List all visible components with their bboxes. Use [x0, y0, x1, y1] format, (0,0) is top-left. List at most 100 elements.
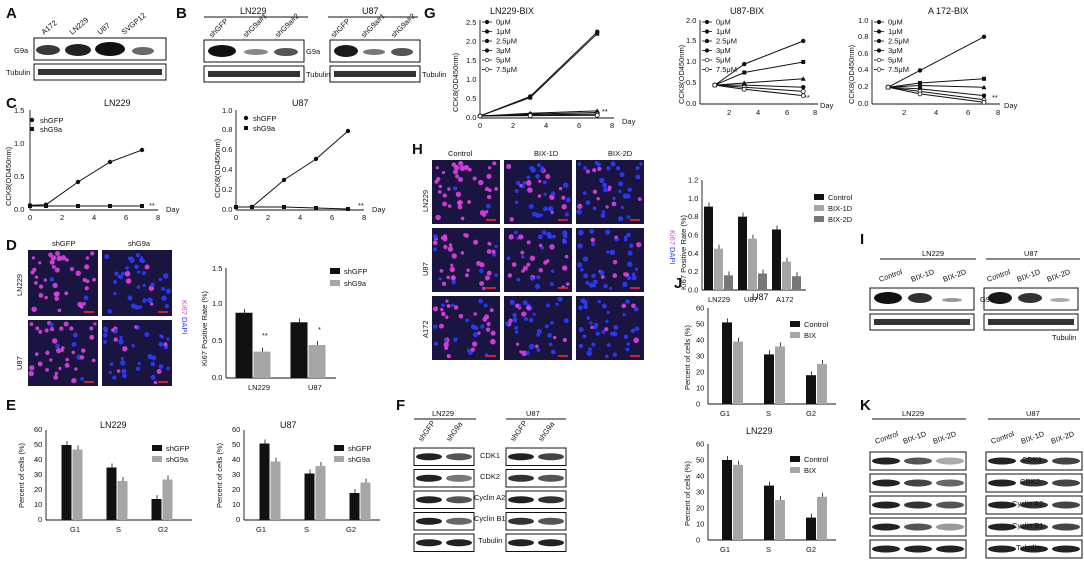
- nucleus: [485, 203, 491, 209]
- nucleus: [104, 254, 110, 260]
- nucleus: [614, 235, 618, 239]
- bar: [360, 482, 371, 520]
- legend-marker: [484, 67, 490, 72]
- legend-label: BIX-1D: [828, 204, 853, 213]
- panel-label-c: C: [6, 95, 17, 112]
- nucleus: [149, 302, 154, 306]
- x-tick: U87: [744, 295, 758, 304]
- bar: [775, 346, 785, 404]
- y-ticks: 0 10 20 30 40 50 60: [696, 304, 704, 409]
- nucleus: [490, 330, 496, 336]
- nucleus: [29, 365, 35, 371]
- legend-marker: [876, 19, 882, 25]
- legend-swatch: [790, 321, 800, 327]
- data-point: [800, 93, 806, 98]
- nucleus: [494, 273, 498, 277]
- nucleus: [639, 162, 643, 166]
- y-tick: 0.0: [222, 205, 232, 214]
- nucleus: [442, 193, 447, 198]
- nucleus: [589, 228, 595, 234]
- nucleus: [605, 229, 611, 235]
- nucleus: [466, 268, 470, 272]
- nucleus: [465, 318, 469, 323]
- lane-label: BIX-1D: [1016, 267, 1042, 284]
- nucleus: [478, 179, 484, 186]
- nucleus: [109, 362, 114, 367]
- nucleus: [102, 326, 108, 332]
- nucleus: [89, 326, 94, 331]
- nucleus: [445, 315, 449, 319]
- nucleus: [159, 334, 163, 338]
- nucleus: [608, 286, 613, 290]
- bar: [758, 273, 767, 290]
- y-tick: 1.5: [466, 56, 476, 65]
- nucleus: [600, 275, 605, 279]
- nucleus: [538, 267, 543, 273]
- x-axis-label: Day: [1004, 101, 1018, 110]
- panel-label-k: K: [860, 397, 871, 414]
- nucleus: [537, 194, 542, 198]
- legend-marker: [876, 38, 882, 44]
- x-tick: LN229: [708, 295, 730, 304]
- nucleus: [38, 329, 43, 334]
- nucleus: [447, 187, 451, 191]
- blot-band: [1052, 479, 1080, 487]
- nucleus: [577, 243, 583, 249]
- nucleus: [438, 323, 444, 329]
- nucleus: [486, 249, 492, 254]
- lane-label: BIX-1D: [1020, 429, 1046, 446]
- x-tick: G2: [158, 525, 168, 534]
- nucleus: [550, 210, 554, 214]
- nucleus: [125, 265, 129, 270]
- x-axis-label: Day: [820, 101, 834, 110]
- nucleus: [139, 258, 144, 263]
- nucleus: [446, 275, 450, 280]
- bar: [806, 375, 816, 404]
- nucleus: [487, 241, 491, 246]
- nucleus: [470, 324, 476, 330]
- nucleus: [601, 303, 607, 309]
- nucleus: [457, 204, 463, 210]
- nucleus: [547, 205, 554, 212]
- nucleus: [482, 286, 486, 291]
- panel-label-j: J: [674, 275, 682, 292]
- blot-band: [942, 298, 962, 302]
- legend-label: shG9a: [166, 455, 189, 464]
- y-tick: 1.0: [466, 75, 476, 84]
- ki67-dapi-label: Ki67 DAPI: [180, 300, 189, 335]
- significance-mark: *: [318, 325, 321, 334]
- nucleus: [490, 338, 496, 345]
- nucleus: [557, 296, 563, 302]
- y-tick: 20: [232, 485, 240, 494]
- bar: [782, 261, 791, 290]
- nucleus: [150, 282, 155, 287]
- nucleus: [38, 261, 42, 265]
- nucleus: [130, 303, 136, 309]
- lane-label: SVGP12: [120, 11, 148, 37]
- nucleus: [514, 189, 519, 193]
- group-title: LN229: [432, 409, 454, 418]
- nucleus: [513, 230, 518, 235]
- nucleus: [627, 261, 633, 267]
- nucleus: [577, 162, 582, 166]
- data-point: [108, 204, 112, 208]
- x-tick: G2: [806, 545, 816, 554]
- nucleus: [54, 343, 61, 349]
- nucleus: [582, 191, 587, 196]
- nucleus: [441, 303, 445, 308]
- significance-mark: **: [804, 93, 810, 102]
- nucleus: [83, 295, 89, 301]
- nucleus: [144, 332, 150, 338]
- micrograph-grid: [432, 160, 644, 360]
- y-tick: 0.4: [688, 249, 698, 258]
- nucleus: [119, 335, 123, 340]
- nucleus: [29, 322, 34, 326]
- y-tick: 1.0: [686, 57, 696, 66]
- panel-c-u87-chart: U87 CCK8(OD450nm) 0.0 0.2 0.4 0.6 0.8 1.…: [213, 98, 386, 222]
- x-tick: 2: [511, 121, 515, 130]
- nucleus: [543, 192, 547, 197]
- nucleus: [443, 341, 449, 348]
- nucleus: [122, 373, 127, 379]
- x-tick: 4: [298, 213, 302, 222]
